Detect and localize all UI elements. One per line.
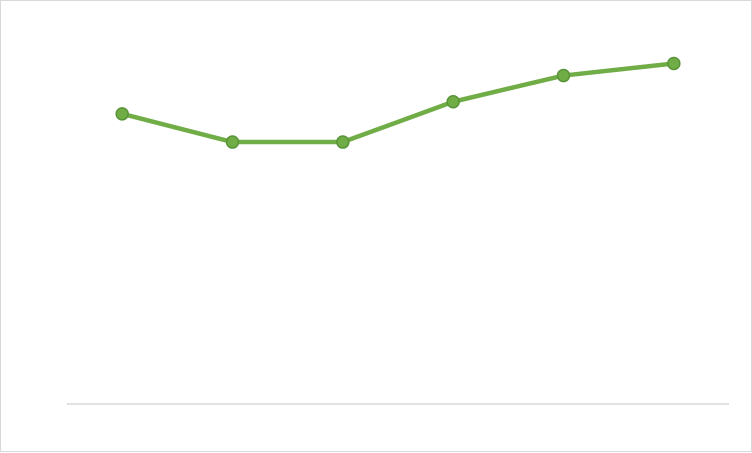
data-point-marker	[225, 135, 240, 149]
data-point-marker	[556, 68, 571, 83]
series-group	[115, 56, 681, 149]
data-point-marker	[667, 56, 681, 71]
data-point-marker	[336, 135, 350, 149]
series-line	[119, 61, 677, 145]
data-point-marker	[446, 95, 460, 109]
data-point-marker	[115, 107, 129, 121]
